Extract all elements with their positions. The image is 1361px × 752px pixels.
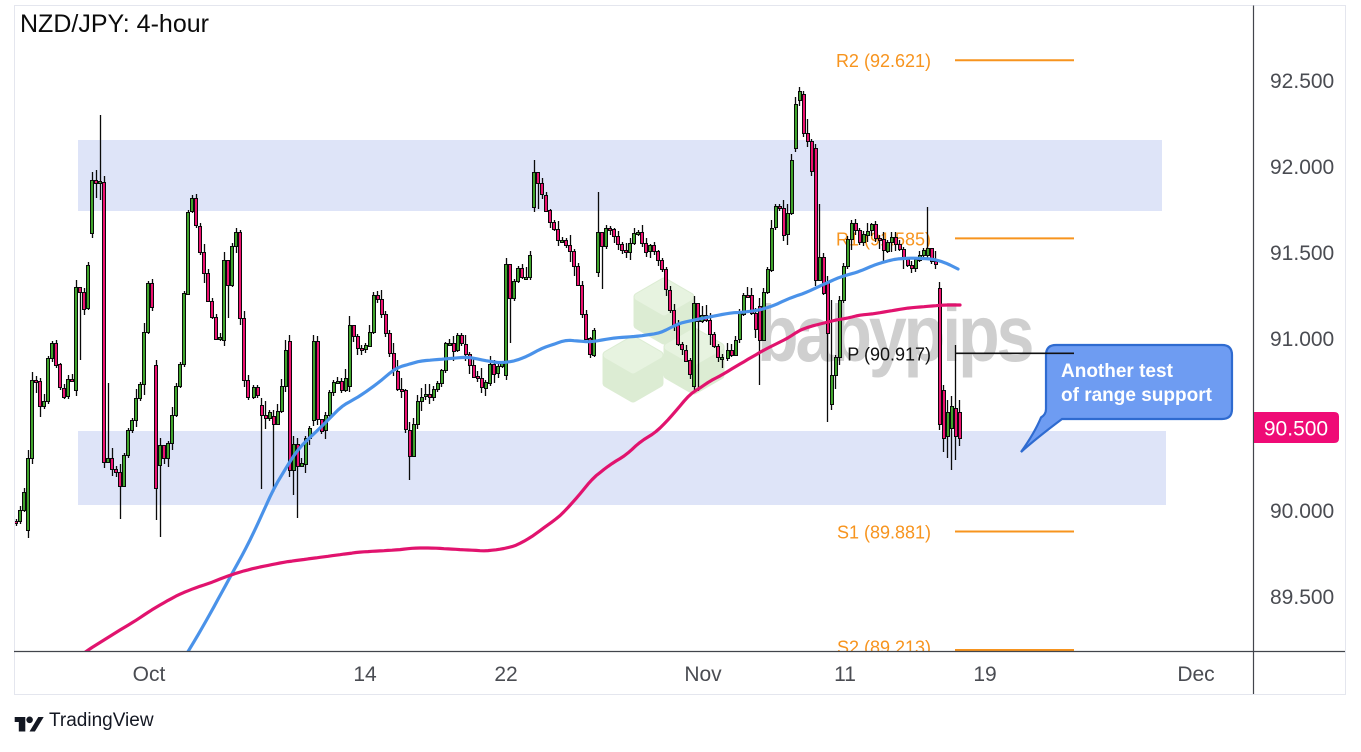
svg-text:91.500: 91.500 [1270, 242, 1334, 265]
svg-text:92.500: 92.500 [1270, 70, 1334, 93]
svg-text:R2 (92.621): R2 (92.621) [836, 51, 931, 71]
svg-text:P (90.917): P (90.917) [847, 344, 931, 364]
svg-text:Nov: Nov [684, 663, 722, 686]
svg-text:19: 19 [973, 663, 996, 686]
svg-text:Oct: Oct [133, 663, 166, 686]
svg-text:92.000: 92.000 [1270, 156, 1334, 179]
svg-text:Dec: Dec [1177, 663, 1214, 686]
svg-text:90.000: 90.000 [1270, 500, 1334, 523]
svg-text:14: 14 [353, 663, 377, 686]
svg-text:90.500: 90.500 [1264, 418, 1328, 441]
svg-text:NZD/JPY: 4-hour: NZD/JPY: 4-hour [20, 10, 209, 38]
svg-text:Another test: Another test [1061, 361, 1174, 382]
svg-text:11: 11 [834, 663, 856, 686]
svg-text:of range support: of range support [1061, 385, 1213, 406]
svg-text:89.500: 89.500 [1270, 586, 1334, 609]
svg-text:TradingView: TradingView [49, 710, 154, 731]
svg-text:babypips: babypips [757, 289, 1032, 379]
svg-text:S2 (89.213): S2 (89.213) [837, 637, 931, 657]
svg-text:91.000: 91.000 [1270, 328, 1334, 351]
svg-text:S1 (89.881): S1 (89.881) [837, 523, 931, 543]
svg-text:22: 22 [494, 663, 517, 686]
